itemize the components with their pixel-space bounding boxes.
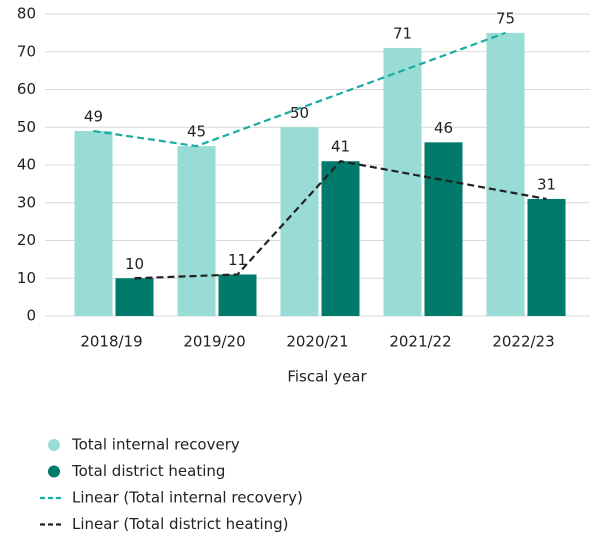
- bar: [115, 278, 154, 316]
- x-tick-label: 2020/21: [286, 333, 348, 351]
- trend-line: [134, 160, 547, 280]
- bar: [280, 127, 319, 316]
- legend-label: Total district heating: [71, 462, 225, 480]
- data-label: 46: [434, 119, 453, 137]
- data-label: 75: [496, 9, 515, 27]
- bar: [424, 142, 463, 316]
- data-label: 50: [290, 104, 309, 122]
- legend-marker: [48, 439, 60, 451]
- bar: [177, 146, 216, 316]
- y-tick-label: 60: [17, 80, 36, 98]
- y-tick-label: 50: [17, 118, 36, 136]
- y-tick-label: 10: [17, 269, 36, 287]
- y-tick-label: 0: [26, 307, 36, 325]
- x-tick-label: 2021/22: [389, 333, 451, 351]
- legend-label: Linear (Total internal recovery): [72, 489, 303, 507]
- x-tick-label: 2019/20: [183, 333, 245, 351]
- y-tick-label: 80: [17, 5, 36, 23]
- x-axis-label: Fiscal year: [287, 368, 367, 386]
- bar: [218, 274, 257, 316]
- legend-label: Linear (Total district heating): [72, 515, 289, 533]
- legend-label: Total internal recovery: [71, 436, 240, 454]
- data-label: 49: [84, 108, 103, 126]
- y-tick-label: 40: [17, 156, 36, 174]
- data-label: 31: [537, 175, 556, 193]
- y-tick-label: 20: [17, 231, 36, 249]
- data-label: 11: [228, 251, 247, 269]
- bar: [321, 161, 360, 316]
- y-tick-label: 70: [17, 42, 36, 60]
- data-label: 41: [331, 138, 350, 156]
- data-label: 71: [393, 24, 412, 42]
- bar: [383, 47, 422, 316]
- y-tick-label: 30: [17, 193, 36, 211]
- data-label: 10: [125, 255, 144, 273]
- bar: [74, 131, 113, 316]
- legend-marker: [48, 465, 60, 478]
- bar: [527, 198, 566, 316]
- x-tick-label: 2022/23: [492, 333, 554, 351]
- bar: [486, 32, 525, 316]
- data-label: 45: [187, 123, 206, 141]
- x-tick-label: 2018/19: [80, 333, 142, 351]
- trend-line: [93, 31, 506, 148]
